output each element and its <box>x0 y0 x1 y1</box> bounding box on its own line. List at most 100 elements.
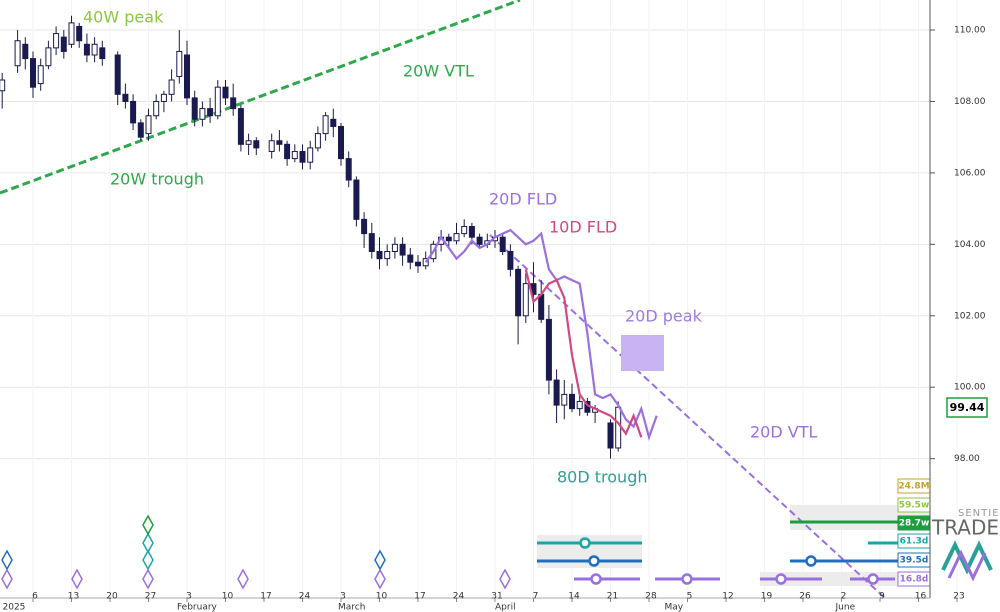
candle-body <box>237 108 244 145</box>
candle-body <box>184 54 190 99</box>
candle-body <box>422 258 429 267</box>
candle-body <box>268 140 275 152</box>
month-label: 2025 <box>3 603 26 612</box>
x-tick-label: 3 <box>186 592 192 602</box>
candle-body <box>561 393 568 406</box>
candle-body <box>330 118 337 127</box>
month-label: May <box>665 603 684 612</box>
marks <box>0 15 658 459</box>
candle-body <box>307 147 314 163</box>
candle-body <box>160 93 167 102</box>
x-tick-label: 24 <box>453 592 465 602</box>
candle-body <box>245 140 252 145</box>
candle-body <box>284 143 291 160</box>
candle-body <box>515 268 522 317</box>
candle-body <box>407 254 414 263</box>
candle-body <box>415 261 421 267</box>
candle-body <box>376 250 383 260</box>
cycle-diamond <box>374 568 386 590</box>
candle-body <box>22 43 29 60</box>
x-tick-label: 3 <box>340 592 346 602</box>
cycle-label: 39.5d <box>900 556 929 566</box>
fld-line <box>424 228 658 441</box>
x-tick-label: 10 <box>222 592 234 602</box>
candle-body <box>338 125 344 160</box>
x-tick-label: 24 <box>299 592 311 602</box>
cycle-diamond <box>374 549 386 571</box>
candle-body <box>0 79 6 92</box>
y-tick-label: 108.00 <box>954 97 986 107</box>
candle-body <box>222 86 229 99</box>
cycle-label: 16.8d <box>900 575 929 585</box>
candle-body <box>384 250 391 260</box>
candle-body <box>68 22 75 45</box>
legend-label: 20D FLD <box>489 190 557 209</box>
cycle-label: 28.7w <box>899 519 930 529</box>
candle-body <box>153 100 160 117</box>
candle-body <box>37 65 44 85</box>
cycle-marker <box>775 573 787 585</box>
annotation: 40W peak <box>83 8 164 27</box>
cycle-label: 61.3d <box>900 537 929 547</box>
grid <box>0 0 958 602</box>
cycle-diamond <box>142 549 154 571</box>
x-tick-label: 14 <box>568 592 580 602</box>
candle-body <box>83 43 90 56</box>
trend-line <box>489 234 886 599</box>
candle-body <box>353 179 360 220</box>
cycle-band <box>760 572 930 586</box>
y-tick-label: 102.00 <box>954 311 986 321</box>
candle-body <box>507 250 514 270</box>
candle-body <box>545 318 552 381</box>
candle-body <box>499 236 506 252</box>
candle-body <box>607 422 614 449</box>
cycle-marker <box>588 555 600 567</box>
candle-body <box>291 150 298 160</box>
x-tick-label: 19 <box>761 592 773 602</box>
x-tick-label: 2 <box>841 592 847 602</box>
candle-body <box>445 236 452 242</box>
price-box <box>946 397 988 418</box>
cycle-label: 59.5w <box>899 501 930 511</box>
cycle-marker <box>681 573 693 585</box>
candle-body <box>399 243 406 256</box>
cycle-panel: 24.8M 59.5w 28.7w 61.3d 39.5d 16.8d <box>1 478 931 590</box>
cycle-diamond <box>142 514 154 536</box>
x-tick-label: 17 <box>260 592 271 602</box>
candle-body <box>45 47 52 67</box>
x-tick-label: 26 <box>799 592 811 602</box>
x-tick-label: 12 <box>722 592 733 602</box>
x-tick-label: 27 <box>145 592 156 602</box>
y-tick-label: 104.00 <box>954 240 986 250</box>
cycle-diamond <box>1 568 13 590</box>
annotation: 20D VTL <box>750 423 817 442</box>
trend-line <box>0 0 521 195</box>
cycle-diamond <box>237 568 249 590</box>
brand: SENTIENT <box>958 508 1000 519</box>
x-tick-label: 5 <box>687 592 693 602</box>
month-label: June <box>835 603 856 612</box>
candle-body <box>60 36 67 52</box>
cycle-diamond <box>1 549 13 571</box>
month-label: March <box>338 603 365 612</box>
cycle-marker <box>867 573 879 585</box>
x-tick-label: 7 <box>533 592 539 602</box>
candle-body <box>569 393 575 410</box>
logo <box>947 549 987 582</box>
x-tick-label: 16 <box>915 592 927 602</box>
candle-body <box>214 86 221 117</box>
y-tick-label: 110.00 <box>954 26 986 36</box>
candle-body <box>76 25 83 42</box>
x-tick-label: 10 <box>376 592 388 602</box>
x-tick-label: 20 <box>106 592 118 602</box>
candle-body <box>99 47 106 60</box>
x-tick-label: 17 <box>414 592 425 602</box>
candle-body <box>114 54 121 95</box>
candle-body <box>615 406 622 449</box>
candle-body <box>130 100 137 124</box>
candle-body <box>345 158 352 181</box>
candle-body <box>468 225 475 238</box>
logo <box>941 540 993 575</box>
candle-body <box>299 150 306 163</box>
annotation: 20W VTL <box>403 62 474 81</box>
